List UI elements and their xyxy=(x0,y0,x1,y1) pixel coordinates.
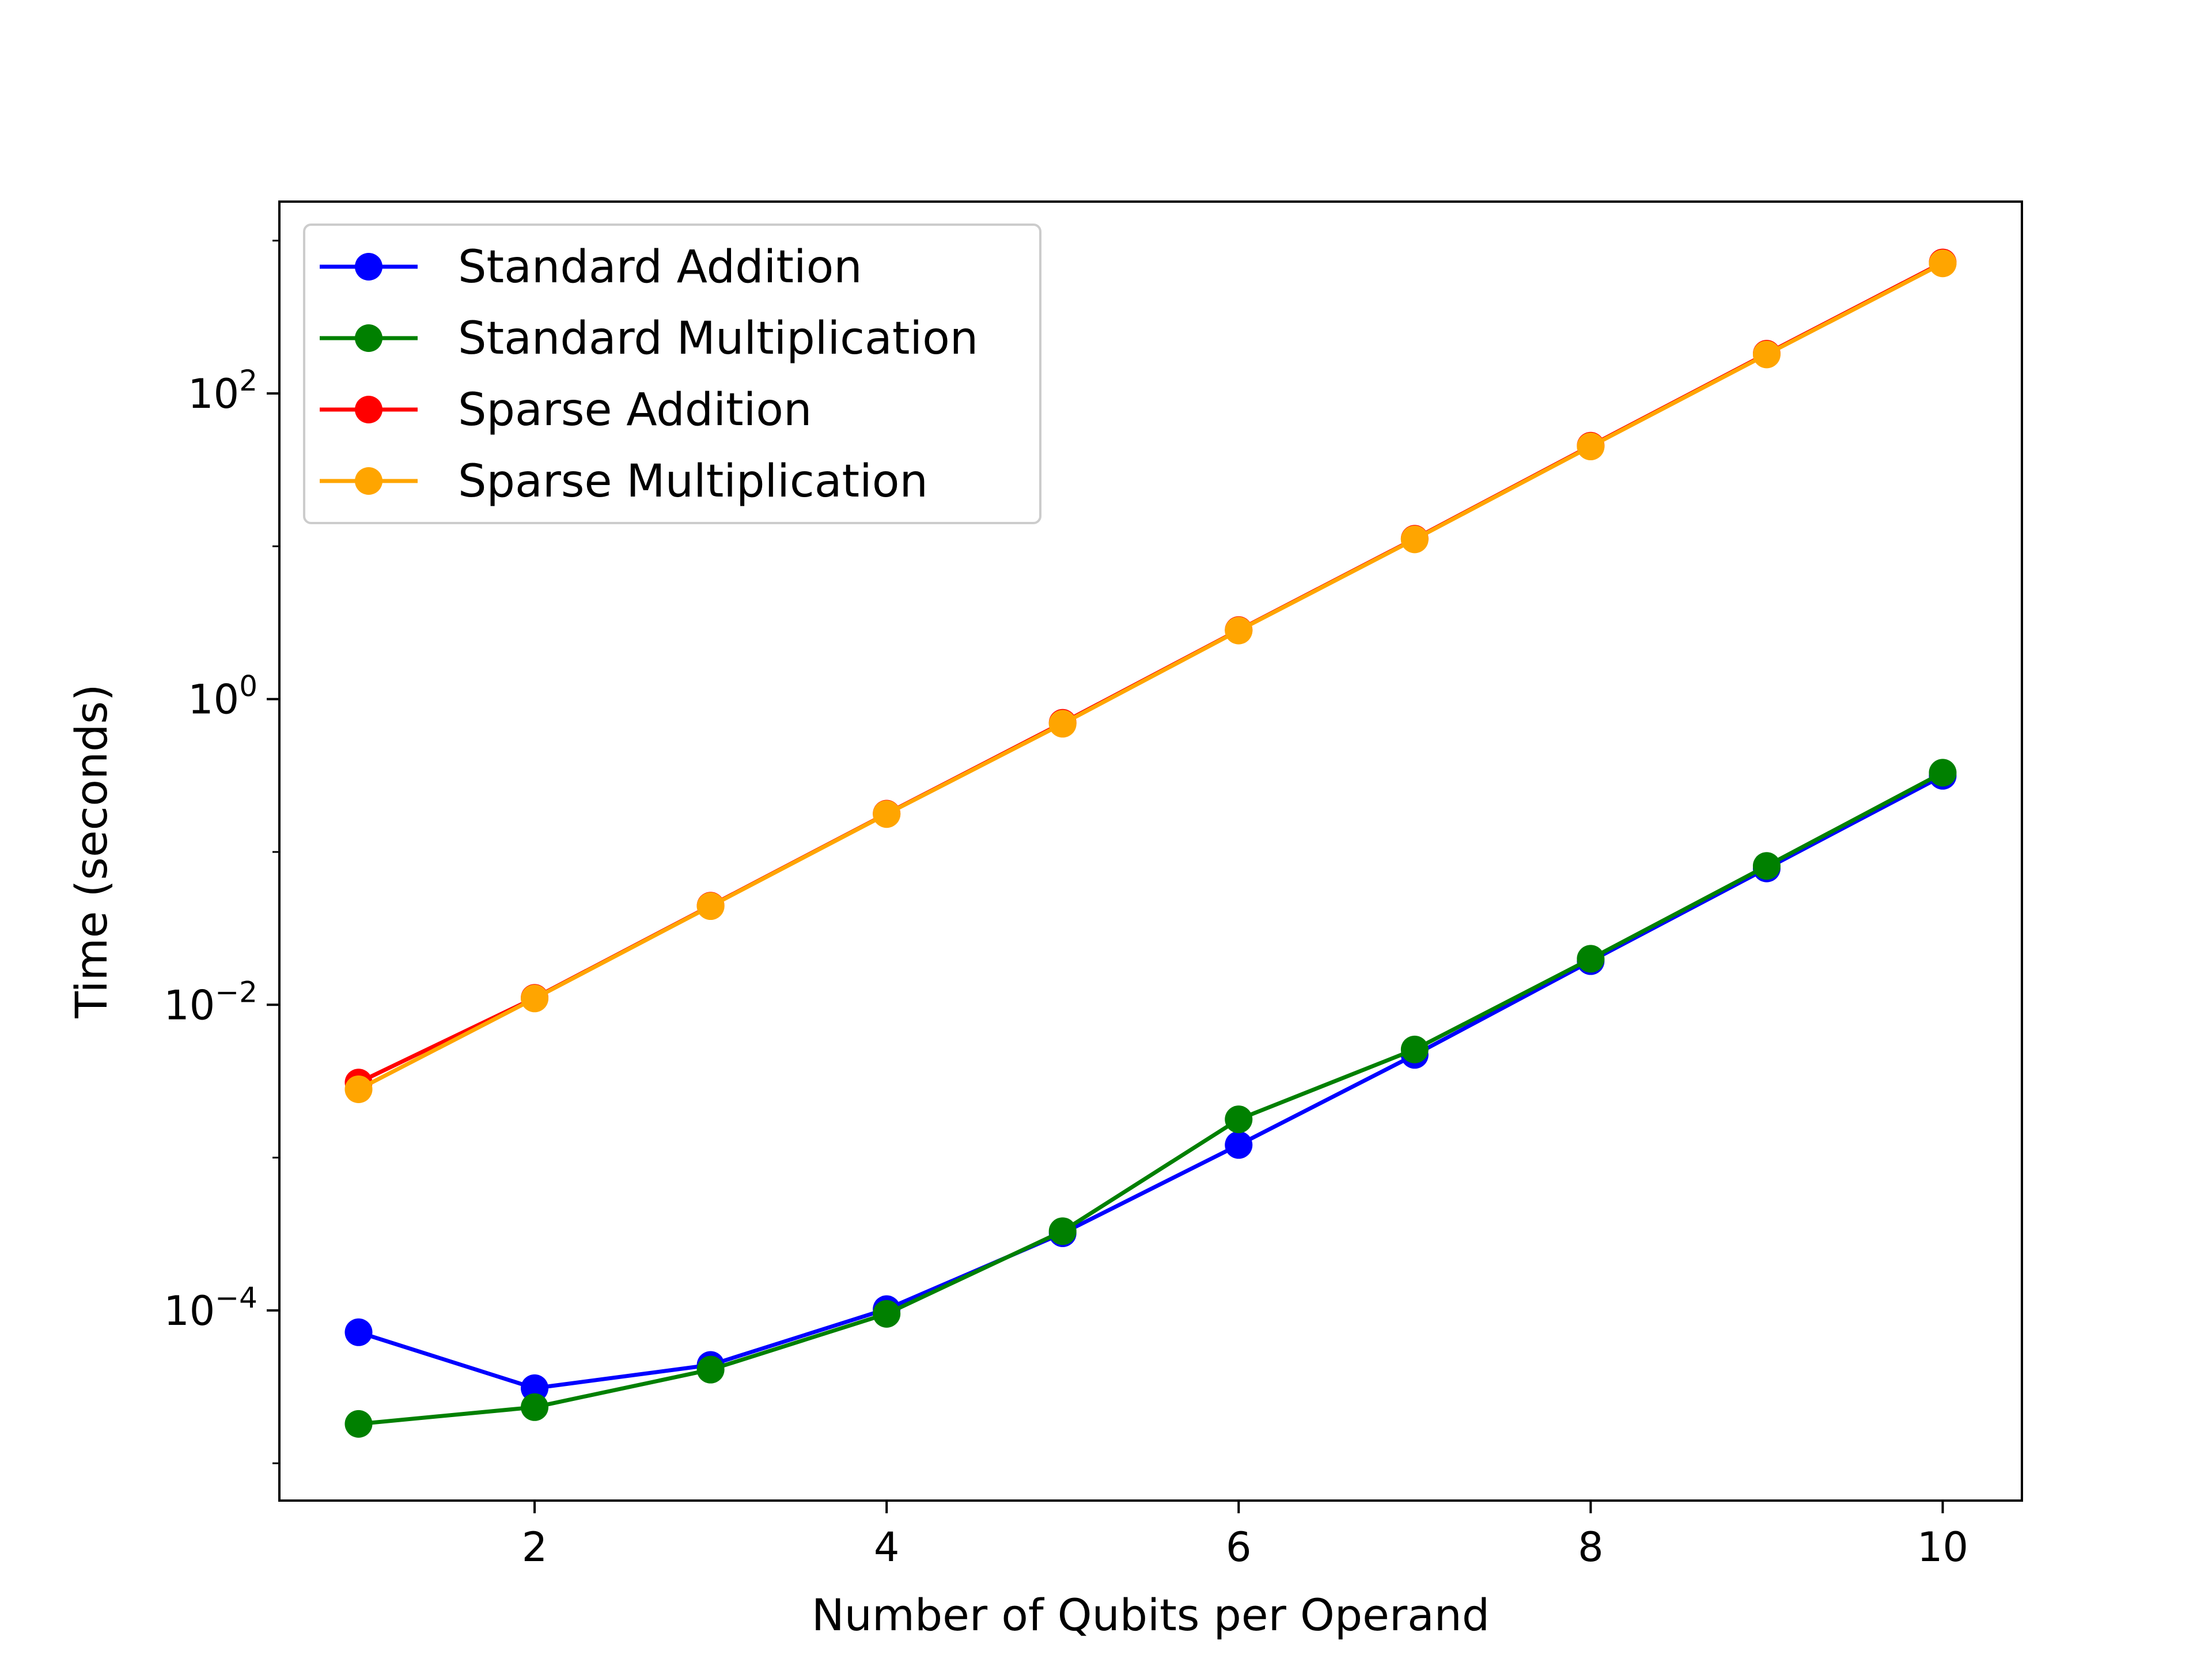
x-axis-label: Number of Qubits per Operand xyxy=(812,1589,1490,1641)
legend-label: Standard Addition xyxy=(458,241,862,293)
data-point xyxy=(696,892,725,921)
legend-item: Standard Addition xyxy=(320,241,862,293)
data-point xyxy=(873,800,901,828)
data-point xyxy=(1400,525,1429,554)
series-layer xyxy=(344,248,1957,1438)
legend-item: Standard Multiplication xyxy=(320,313,978,365)
data-point xyxy=(1225,616,1253,645)
data-point xyxy=(521,1393,549,1421)
data-point xyxy=(344,1410,373,1438)
legend-item: Sparse Addition xyxy=(320,384,812,436)
x-tick-label: 10 xyxy=(1917,1524,1968,1571)
x-tick-label: 6 xyxy=(1226,1524,1252,1571)
series-line xyxy=(358,774,1944,1391)
data-point xyxy=(1752,340,1781,369)
legend-marker xyxy=(355,467,382,495)
data-point xyxy=(1048,710,1077,738)
data-point xyxy=(521,984,549,1013)
data-point xyxy=(344,1318,373,1346)
legend-marker xyxy=(355,396,382,423)
legend-label: Standard Multiplication xyxy=(458,313,978,365)
y-tick-label: 102 xyxy=(188,364,257,418)
data-point xyxy=(696,1355,725,1384)
series-1 xyxy=(344,759,1957,1438)
series-line xyxy=(358,771,1944,1426)
y-tick-base: 10 xyxy=(188,676,239,724)
data-point xyxy=(1752,852,1781,880)
y-tick-exponent: 2 xyxy=(239,364,257,397)
data-point xyxy=(1225,1131,1253,1159)
data-point xyxy=(344,1075,373,1103)
y-tick-label: 10−2 xyxy=(164,975,257,1029)
series-line xyxy=(357,262,1944,1092)
series-3 xyxy=(344,249,1957,1103)
y-tick-base: 10 xyxy=(164,1287,215,1335)
legend-marker xyxy=(355,253,382,281)
y-tick-label: 100 xyxy=(188,670,257,724)
y-tick-label: 10−4 xyxy=(164,1281,257,1335)
data-point xyxy=(1929,759,1957,787)
data-point xyxy=(1225,1105,1253,1134)
legend-item: Sparse Multiplication xyxy=(320,456,928,507)
x-tick-label: 2 xyxy=(522,1524,548,1571)
y-axis-label: Time (seconds) xyxy=(66,684,117,1018)
legend: Standard Addition Standard Multiplication… xyxy=(303,224,1041,524)
data-point xyxy=(873,1300,901,1328)
y-tick-exponent: −4 xyxy=(215,1281,257,1315)
data-point xyxy=(1929,249,1957,278)
data-point xyxy=(1048,1217,1077,1245)
y-tick-exponent: 0 xyxy=(239,670,257,703)
data-point xyxy=(1577,945,1605,973)
x-tick-label: 4 xyxy=(874,1524,900,1571)
y-tick-base: 10 xyxy=(164,982,215,1029)
data-point xyxy=(1577,433,1605,461)
x-axis: 2 4 6 8 10 xyxy=(522,1501,1968,1571)
legend-box xyxy=(303,224,1041,524)
legend-label: Sparse Multiplication xyxy=(458,456,928,507)
y-tick-exponent: −2 xyxy=(215,975,257,1009)
legend-label: Sparse Addition xyxy=(458,384,812,436)
y-tick-base: 10 xyxy=(188,370,239,418)
data-point xyxy=(1400,1035,1429,1063)
legend-marker xyxy=(355,324,382,352)
data-point xyxy=(521,1374,549,1402)
x-tick-label: 8 xyxy=(1578,1524,1604,1571)
